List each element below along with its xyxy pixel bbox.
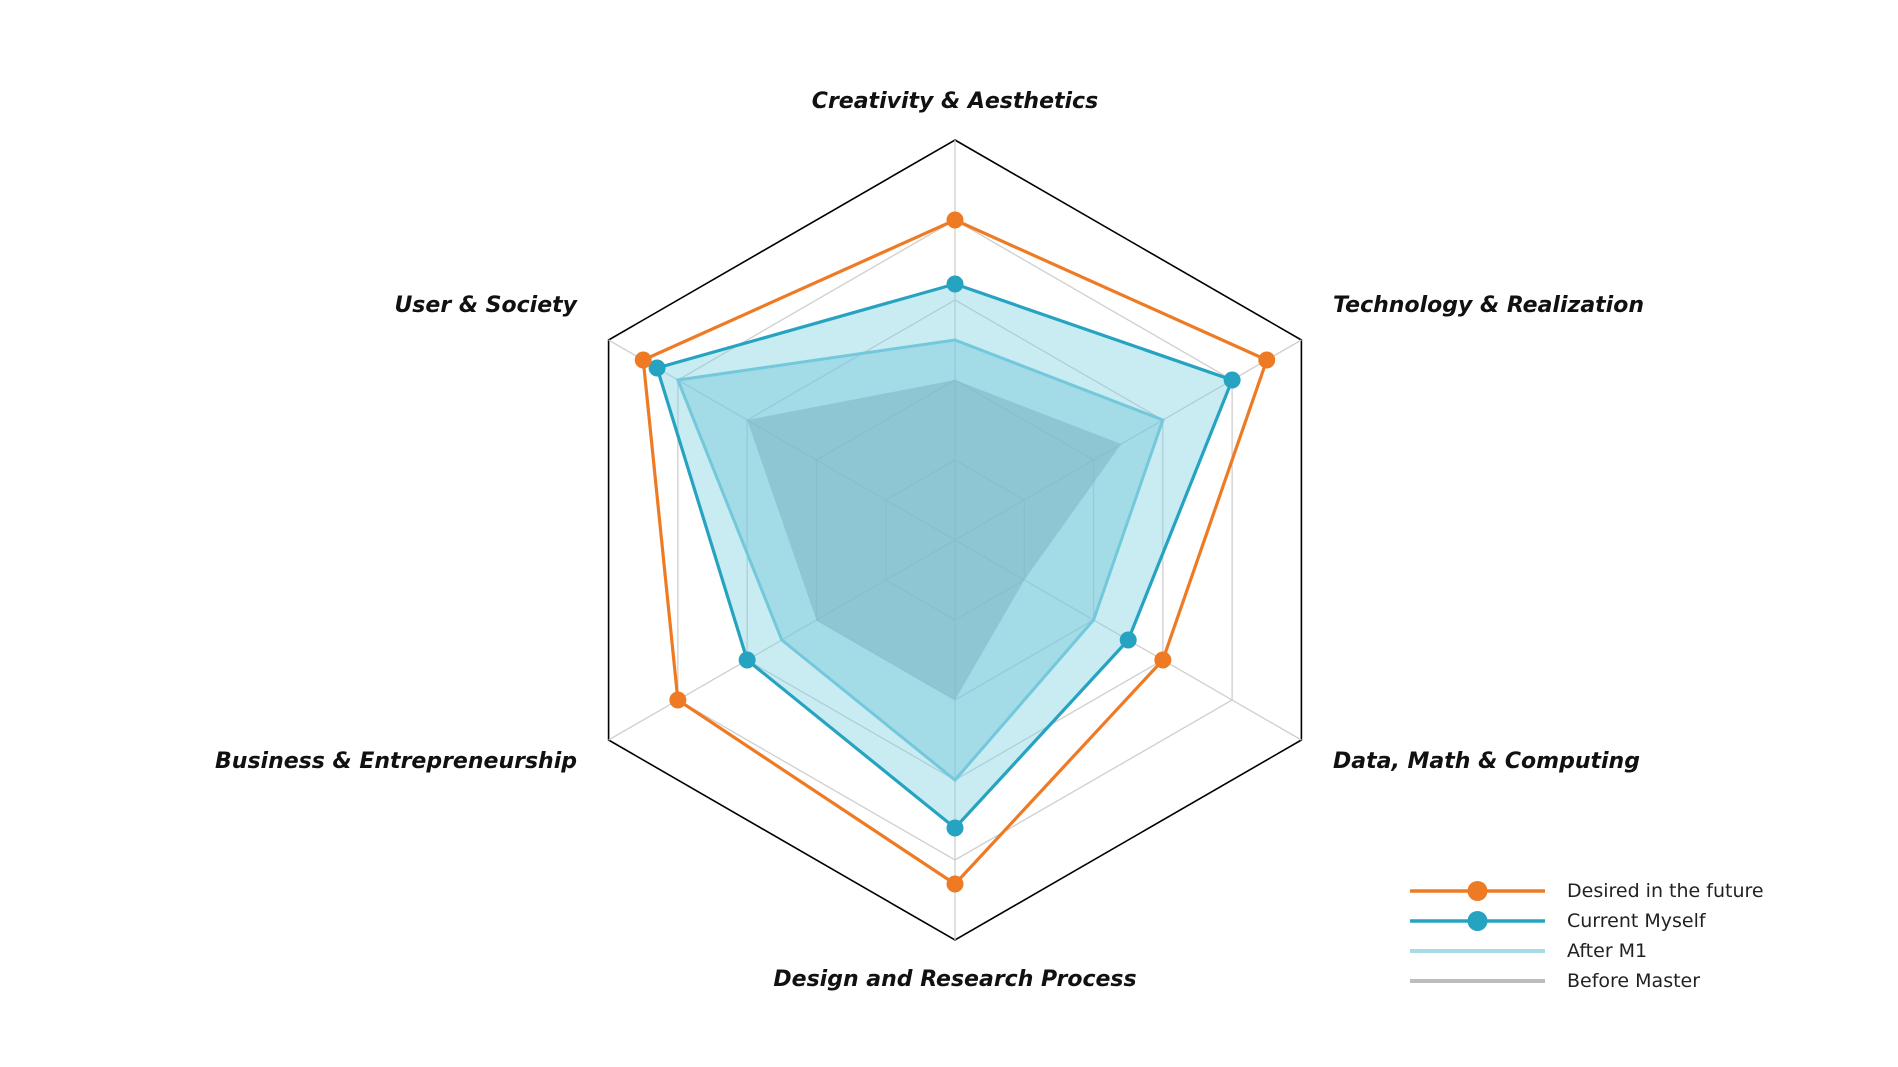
- legend-label: Current Myself: [1567, 910, 1707, 932]
- legend: Desired in the future Current Myself After…: [1410, 880, 1764, 992]
- axis-label-data-math-computing: Data, Math & Computing: [1333, 749, 1640, 774]
- series-desired-in-the-future-point: [634, 351, 652, 369]
- series-current-myself-area: [655, 282, 1235, 831]
- radar-markers: [634, 211, 1276, 893]
- series-desired-in-the-future-point: [1154, 651, 1172, 669]
- axis-label-business-entrepreneurship: Business & Entrepreneurship: [215, 749, 577, 774]
- series-current-myself-point: [946, 275, 964, 293]
- legend-label: Before Master: [1567, 970, 1700, 992]
- series-current-myself-point: [1223, 371, 1241, 389]
- axis-label-creativity-aesthetics: Creativity & Aesthetics: [812, 89, 1098, 114]
- series-desired-in-the-future-point: [669, 691, 687, 709]
- legend-item-desired-in-the-future: Desired in the future: [1410, 880, 1764, 902]
- series-before-master-area: [747, 380, 1122, 700]
- legend-swatch-marker: [1467, 911, 1488, 931]
- radar-series: [641, 218, 1269, 887]
- series-desired-in-the-future-point: [946, 875, 964, 893]
- legend-swatch-marker: [1467, 881, 1488, 901]
- series-desired-in-the-future-point: [946, 211, 964, 229]
- axis-labels: Creativity & Aesthetics Technology & Real…: [215, 89, 1644, 992]
- series-after-m1-area: [675, 338, 1165, 783]
- axis-label-user-society: User & Society: [394, 293, 578, 318]
- axis-label-technology-realization: Technology & Realization: [1333, 293, 1644, 318]
- legend-item-after-m1: After M1: [1410, 940, 1647, 962]
- series-current-myself-point: [648, 359, 666, 377]
- legend-item-current-myself: Current Myself: [1410, 910, 1707, 932]
- series-current-myself-point: [1119, 631, 1137, 649]
- series-current-myself-point: [738, 651, 756, 669]
- axis-label-design-and-research-process: Design and Research Process: [773, 967, 1136, 992]
- legend-label: Desired in the future: [1567, 880, 1764, 902]
- series-current-myself-point: [946, 819, 964, 837]
- legend-item-before-master: Before Master: [1410, 970, 1700, 992]
- series-desired-in-the-future-point: [1258, 351, 1276, 369]
- legend-label: After M1: [1567, 940, 1647, 962]
